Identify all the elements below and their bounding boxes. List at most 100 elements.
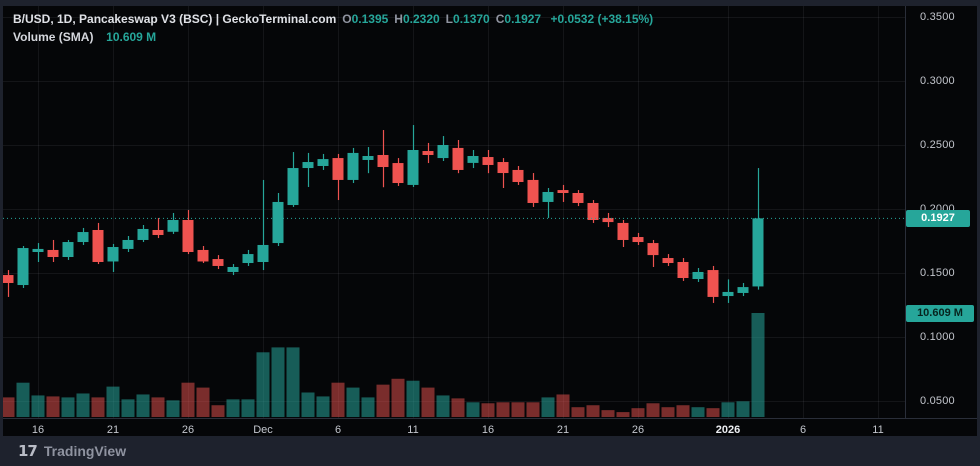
- ohlc-value: 0.2320: [402, 12, 446, 26]
- volume-bar: [346, 387, 360, 417]
- ohlc-value: 0.1927: [504, 12, 548, 26]
- candle-body: [167, 220, 179, 232]
- candle-body: [242, 254, 254, 264]
- time-tick-label: Dec: [253, 424, 273, 436]
- volume-bar: [421, 387, 435, 417]
- ohlc-value: 0.1395: [351, 12, 395, 26]
- volume-indicator-label: Volume (SMA): [13, 30, 94, 44]
- volume-bar: [571, 407, 585, 417]
- time-tick-label: 2026: [715, 424, 741, 436]
- candle-body: [377, 154, 389, 168]
- time-tick-label: 6: [334, 424, 342, 436]
- time-axis[interactable]: 16 21 26 Dec 6 11 16 21 26 2026 6 11: [3, 418, 977, 442]
- volume-bar: [331, 382, 345, 417]
- volume-bar: [631, 408, 645, 417]
- price-tick-label: 0.1000: [920, 331, 955, 343]
- tradingview-attribution[interactable]: 17 TradingView: [18, 440, 126, 462]
- candle-body: [77, 232, 89, 243]
- candlestick-chart-pane[interactable]: [3, 6, 977, 436]
- candle-body: [332, 158, 344, 180]
- volume-bar: [76, 393, 90, 417]
- volume-bar: [526, 402, 540, 417]
- volume-bar: [91, 397, 105, 417]
- ohlc-value: 0.1370: [453, 12, 496, 26]
- candle-body: [467, 156, 479, 163]
- volume-indicator-value: 10.609 M: [106, 30, 157, 44]
- volume-bar: [286, 347, 300, 417]
- candle-body: [272, 201, 284, 244]
- candle-body: [347, 152, 359, 180]
- last-volume-badge: 10.609 M: [906, 304, 974, 322]
- time-tick-label: 16: [31, 424, 45, 436]
- candle-body: [737, 287, 749, 293]
- candle-body: [452, 147, 464, 170]
- candle-body: [632, 237, 644, 243]
- volume-bar: [181, 382, 195, 417]
- volume-bar: [301, 392, 315, 417]
- volume-bar: [661, 407, 675, 417]
- volume-bar: [166, 400, 180, 417]
- ohlc-letter: C: [495, 12, 505, 26]
- candle-body: [197, 249, 209, 262]
- chart-legend: B/USD, 1D, Pancakeswap V3 (BSC) | GeckoT…: [13, 10, 653, 46]
- candle-body: [557, 190, 569, 193]
- volume-bar: [361, 397, 375, 417]
- candle-body: [512, 169, 524, 182]
- price-tick-label: 0.2500: [920, 139, 955, 151]
- volume-bar: [3, 397, 15, 417]
- time-tick-label: 26: [631, 424, 645, 436]
- volume-bar: [46, 396, 60, 417]
- ohlc-letter: O: [342, 12, 352, 26]
- candle-body: [647, 243, 659, 256]
- price-tick-label: 0.0500: [920, 395, 955, 407]
- volume-bar: [616, 412, 630, 417]
- tradingview-logo-text: TradingView: [43, 443, 127, 459]
- time-tick-label: 21: [556, 424, 570, 436]
- volume-bar: [31, 395, 45, 417]
- volume-bar: [691, 407, 705, 417]
- candle-body: [122, 239, 134, 249]
- candle-body: [152, 229, 164, 235]
- candle-body: [107, 247, 119, 262]
- tradingview-logo-icon: 17: [18, 442, 38, 460]
- volume-bar: [391, 378, 405, 417]
- candle-body: [407, 149, 419, 185]
- candle-body: [287, 168, 299, 206]
- price-tick-label: 0.3500: [920, 11, 955, 23]
- candle-body: [317, 159, 329, 166]
- time-tick-label: 11: [872, 424, 884, 436]
- candle-body: [617, 222, 629, 240]
- volume-bar: [676, 405, 690, 417]
- time-tick-label: 26: [181, 424, 195, 436]
- volume-bar: [646, 403, 660, 417]
- volume-bar: [466, 402, 480, 417]
- volume-bar: [241, 399, 255, 417]
- volume-bar: [376, 384, 390, 417]
- volume-bar: [256, 352, 270, 417]
- candle-body: [482, 157, 494, 165]
- candle-body: [62, 242, 74, 257]
- candle-body: [437, 145, 449, 159]
- legend-symbol-row: B/USD, 1D, Pancakeswap V3 (BSC) | GeckoT…: [13, 10, 653, 28]
- volume-bar: [511, 402, 525, 417]
- legend-volume-row: Volume (SMA) 10.609 M: [13, 28, 653, 46]
- candle-body: [17, 248, 29, 286]
- candle-body: [137, 228, 149, 240]
- candle-body: [527, 179, 539, 203]
- volume-bar: [736, 401, 750, 417]
- ohlc-letter: H: [394, 12, 403, 26]
- candle-body: [662, 258, 674, 264]
- last-price-badge: 0.1927: [906, 209, 970, 227]
- volume-bar: [586, 405, 600, 417]
- candle-body: [182, 220, 194, 253]
- candle-body: [542, 191, 554, 202]
- ohlc-readout: O0.1395 H0.2320 L0.1370 C0.1927: [342, 12, 547, 26]
- volume-bar: [211, 405, 225, 417]
- candle-body: [47, 249, 59, 257]
- symbol-title: B/USD, 1D, Pancakeswap V3 (BSC) | GeckoT…: [13, 12, 337, 26]
- volume-bar: [721, 402, 735, 417]
- candle-body: [392, 163, 404, 184]
- volume-bar: [556, 394, 570, 417]
- volume-bar: [706, 408, 720, 417]
